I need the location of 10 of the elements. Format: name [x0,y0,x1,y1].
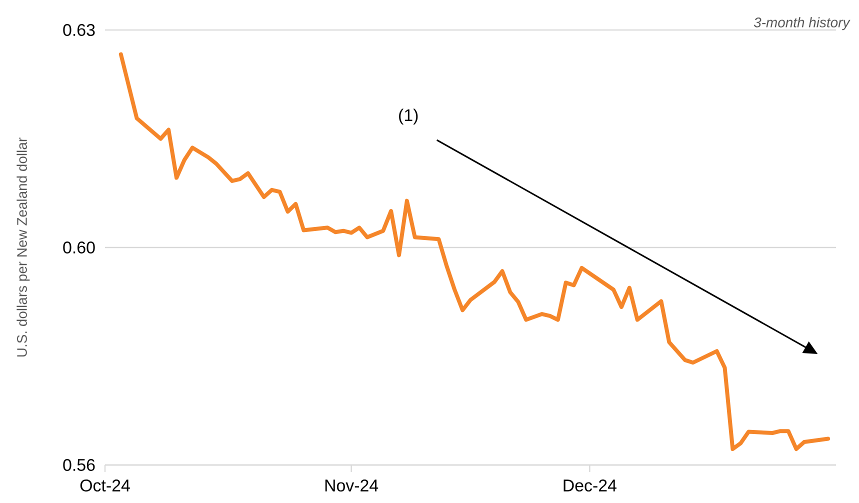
x-tick-label: Oct-24 [80,480,130,492]
y-axis-title: U.S. dollars per New Zealand dollar [16,138,30,356]
chart-subtitle: 3-month history [754,17,850,30]
annotation: (1) [399,108,418,124]
y-tick-label: 0.60 [63,241,95,254]
x-tick-label: Nov-24 [325,480,378,492]
line-series [118,52,830,451]
y-tick-label: 0.63 [63,24,95,36]
x-tick-label: Dec-24 [564,480,616,492]
y-tick-label: 0.56 [63,458,95,471]
